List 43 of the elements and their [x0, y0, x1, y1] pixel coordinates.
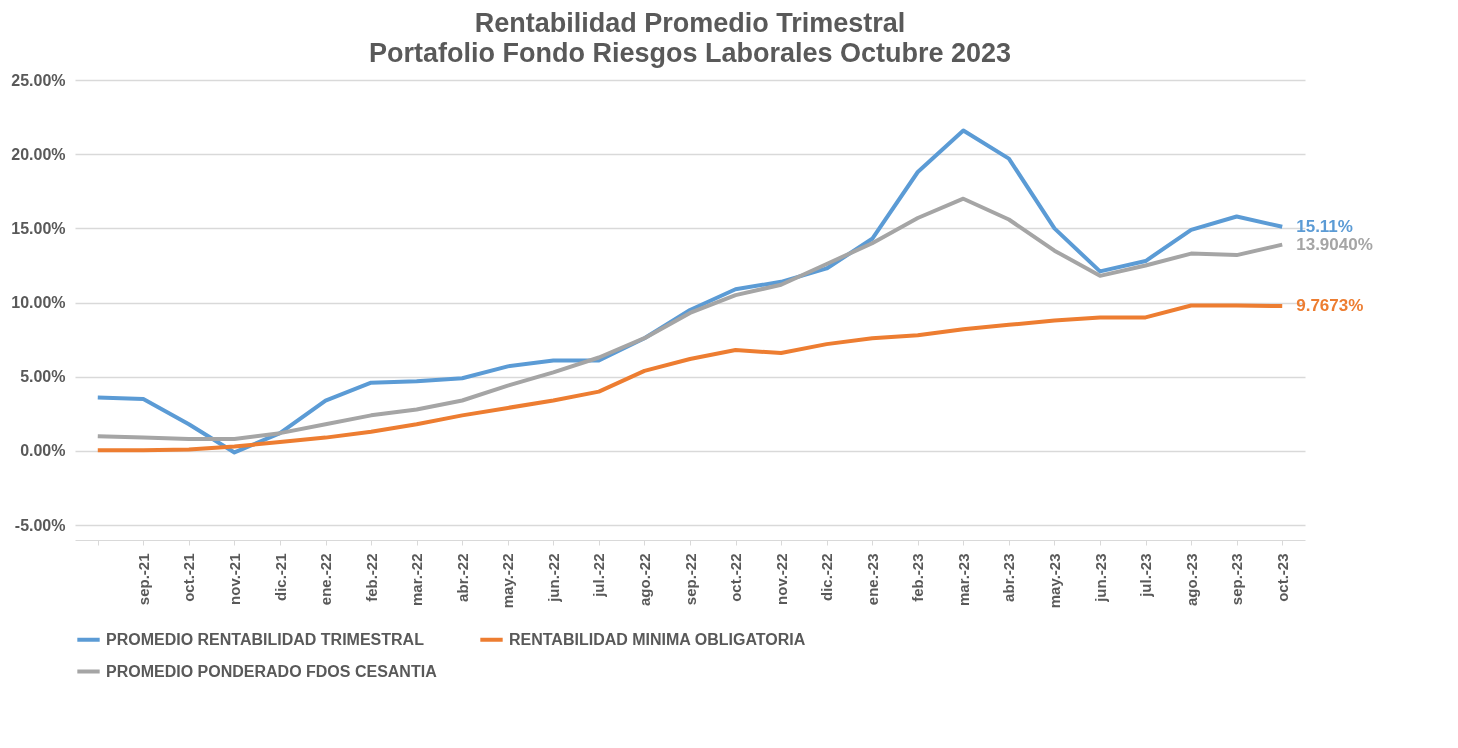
x-tick-label: feb.-23: [909, 553, 927, 602]
x-tick-label: abr.-23: [1000, 553, 1018, 602]
x-tick-label: mar.-22: [408, 553, 426, 607]
x-tick-label: ago.-22: [635, 553, 653, 607]
y-tick-label: 5.00%: [20, 368, 66, 386]
chart-title: Rentabilidad Promedio Trimestral: [474, 8, 906, 38]
x-tick-label: may.-23: [1045, 553, 1063, 609]
x-tick-label: sep.-23: [1228, 553, 1246, 606]
x-tick-label: jun.-22: [544, 553, 562, 603]
data-label: 9.7673%: [1296, 296, 1364, 316]
x-tick-label: oct.-21: [180, 553, 198, 602]
x-tick-label: oct.-23: [1273, 553, 1291, 602]
y-tick-label: 20.00%: [11, 145, 66, 163]
x-tick-label: oct.-22: [727, 553, 745, 602]
chart-subtitle: Portafolio Fondo Riesgos Laborales Octubre 2023: [368, 38, 1012, 68]
x-tick-label: abr.-22: [453, 553, 471, 602]
legend-label: RENTABILIDAD MINIMA OBLIGATORIA: [509, 630, 806, 648]
y-tick-label: 0.00%: [20, 442, 66, 460]
x-tick-label: nov.-22: [772, 553, 790, 605]
y-tick-label: 25.00%: [11, 71, 66, 89]
x-tick-label: ago.-23: [1182, 553, 1200, 607]
x-tick-label: dic.-21: [271, 553, 289, 602]
x-tick-label: ene.-23: [863, 553, 881, 606]
legend-label: PROMEDIO PONDERADO FDOS CESANTIA: [106, 662, 438, 680]
x-tick-label: sep.-21: [134, 553, 152, 606]
x-tick-label: dic.-22: [818, 553, 836, 602]
x-tick-label: sep.-22: [681, 553, 699, 606]
x-tick-label: may.-22: [499, 553, 517, 609]
x-tick-label: mar.-23: [954, 553, 972, 607]
y-tick-label: -5.00%: [14, 516, 66, 534]
y-tick-label: 15.00%: [11, 219, 66, 237]
data-label: 15.11%: [1296, 216, 1353, 236]
y-tick-label: 10.00%: [11, 294, 66, 312]
x-tick-label: jul.-22: [590, 553, 608, 598]
legend-label: PROMEDIO RENTABILIDAD TRIMESTRAL: [106, 630, 425, 648]
line-series: [95, 196, 1285, 442]
x-tick-label: ene.-22: [317, 553, 335, 606]
data-label: 13.9040%: [1296, 234, 1373, 254]
x-tick-label: feb.-22: [362, 553, 380, 602]
x-tick-label: nov.-21: [225, 553, 243, 605]
x-tick-label: jul.-23: [1137, 553, 1155, 598]
x-tick-label: jun.-23: [1091, 553, 1109, 603]
line-series: [95, 303, 1285, 453]
